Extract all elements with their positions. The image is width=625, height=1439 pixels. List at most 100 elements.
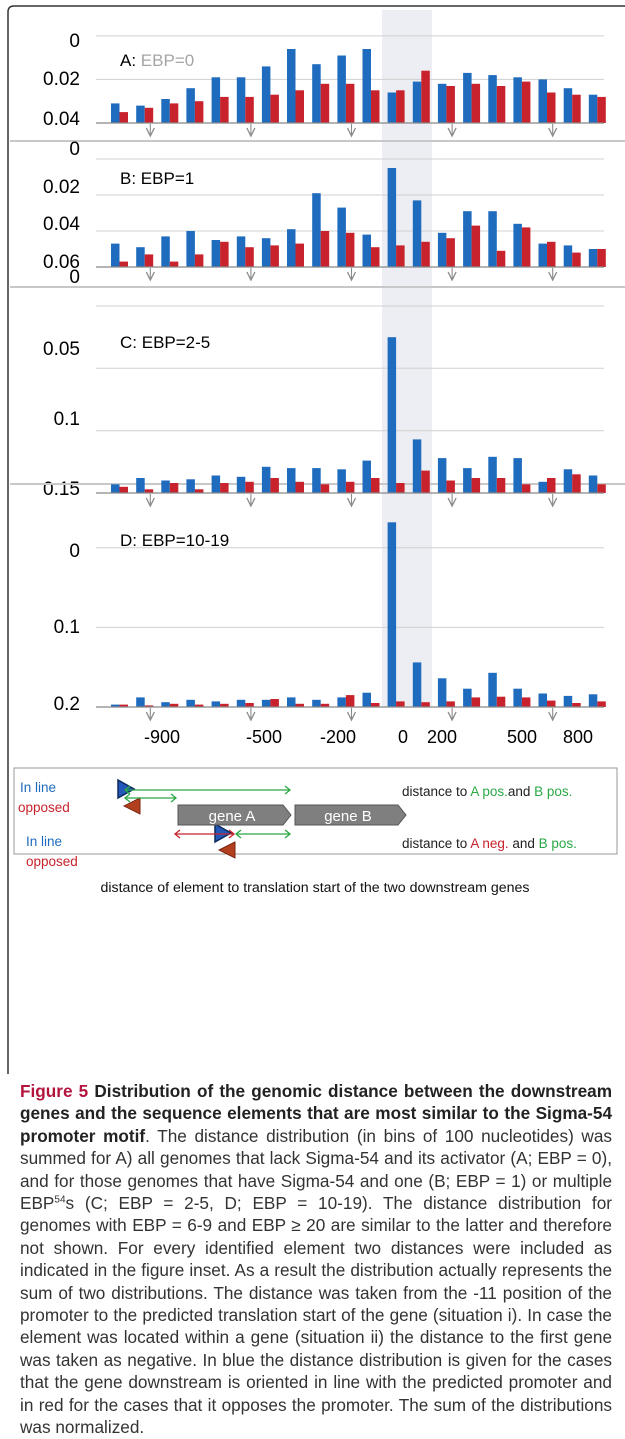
axis-marker [346,127,357,138]
bar-inline [538,79,547,123]
bar-inline [312,468,321,493]
bar-inline [186,88,195,123]
bar-opposed [446,86,455,123]
opposed-promoter-arrow-1 [122,797,141,815]
bar-inline [337,697,346,707]
bar-opposed [345,232,355,267]
bar-opposed [194,254,204,267]
y-tick-label: 0 [69,541,80,562]
bar-inline [337,55,346,123]
inset-opposed-label-2: opposed [26,854,78,869]
bar-inline [161,480,170,493]
bar-inline [588,694,598,707]
bar-opposed [119,261,128,267]
bar-opposed [144,489,154,493]
bar-inline [412,81,422,123]
bar-inline [387,522,397,707]
bar-inline [261,66,271,123]
bar-opposed [169,103,179,123]
bar-inline [513,458,522,493]
bar-inline [412,439,422,493]
y-tick-label: 0.15 [43,479,80,500]
bar-inline [513,77,522,123]
bar-inline [563,695,573,707]
bar-opposed [396,245,405,267]
inset-inline-label-1: In line [20,780,56,795]
bar-inline [412,662,422,707]
bar-inline [136,247,145,267]
bar-opposed [144,254,154,267]
bar-opposed [194,101,204,123]
x-axis-labels: -900 -500 -200 0 200 500 800 [144,727,593,747]
y-tick-label: 0 [69,31,80,52]
bar-inline [437,678,447,707]
distance-neg-line: distance to A neg. and B pos. [402,836,577,851]
bar-inline [111,243,120,267]
caption-body-2: s (C; EBP = 2-5, D; EBP = 10-19). The di… [20,1193,612,1438]
axis-marker [346,711,357,722]
panel-label: A: EBP=0 [120,51,194,70]
bar-opposed [270,478,279,493]
bar-opposed [446,480,455,493]
bar-inline [563,469,573,493]
bar-inline [186,231,195,267]
y-tick-label: 0.1 [54,409,80,430]
panel-a: 0.04 0.02 0 A: EBP=0 [10,31,625,142]
red-distance-arrow [173,829,236,839]
bar-opposed [421,702,430,707]
bar-inline [387,168,397,267]
axis-marker [246,127,256,138]
axis-marker [346,497,357,508]
bar-opposed [597,701,606,707]
bar-opposed [144,107,154,123]
bar-opposed [496,250,506,267]
bar-inline [387,337,397,493]
axis-marker [346,271,357,282]
bar-opposed [320,231,330,267]
bar-opposed [245,481,254,493]
y-tick-label: 0.02 [43,69,80,90]
bar-opposed [119,704,128,707]
inline-promoter-arrow-2 [214,822,233,844]
bar-opposed [396,483,405,493]
inset-box [13,767,618,855]
x-tick-label: -900 [144,727,180,747]
bar-opposed [169,261,179,267]
bar-opposed [471,83,481,123]
bar-inline [513,223,522,267]
panel-d: 0.2 0.1 0 D: EBP=10-19 [54,522,606,722]
bar-inline [563,245,573,267]
gene-a-arrow [177,804,292,826]
bar-inline [312,193,321,267]
bar-opposed [194,704,204,707]
bar-opposed [320,83,330,123]
bar-opposed [597,96,606,123]
axis-marker [145,271,155,282]
y-tick-label: 0.04 [43,214,80,235]
bar-inline [312,699,321,707]
bar-inline [362,692,371,707]
bar-inline [463,211,472,267]
bar-inline [412,200,422,267]
bar-opposed [521,484,531,493]
bar-opposed [597,249,606,267]
bar-inline [236,699,246,707]
bar-inline [186,479,195,493]
bar-opposed [421,470,430,493]
bar-inline [362,49,371,123]
bar-inline [488,75,497,123]
bar-opposed [371,90,380,123]
bar-opposed [345,83,355,123]
bar-inline [236,476,246,493]
bar-opposed [547,241,556,267]
bar-inline [186,699,195,707]
axis-marker [447,711,457,722]
panel-b: 0.06 0.04 0.02 0 B: EBP=1 [10,139,625,288]
bar-opposed [521,81,531,123]
bar-opposed [496,478,506,493]
y-tick-label: 0.06 [43,252,80,273]
axis-marker [548,271,558,282]
bar-opposed [345,481,355,493]
y-tick-label: 0.04 [43,109,80,130]
